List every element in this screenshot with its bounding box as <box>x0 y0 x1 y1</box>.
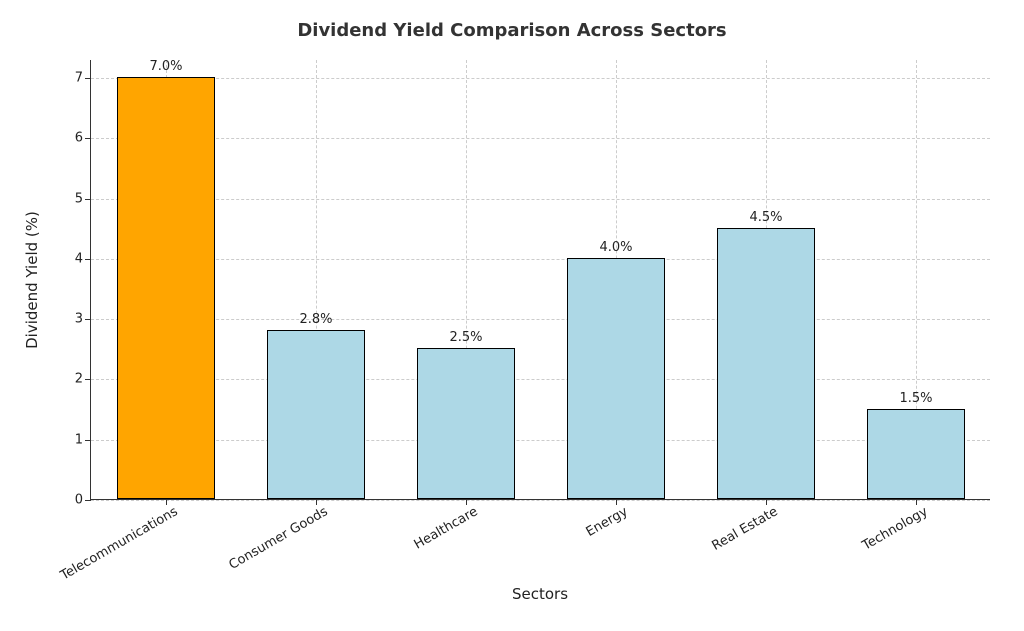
y-tick-label: 6 <box>75 131 91 146</box>
x-tick-label: Telecommunications <box>55 499 180 584</box>
y-tick-label: 3 <box>75 312 91 327</box>
bar-value-label: 4.0% <box>599 240 632 255</box>
y-tick-label: 2 <box>75 372 91 387</box>
x-tick-label: Consumer Goods <box>223 499 330 573</box>
bar-value-label: 2.5% <box>449 330 482 345</box>
bar-value-label: 4.5% <box>749 210 782 225</box>
x-tick-label: Energy <box>581 499 631 540</box>
bar-value-label: 7.0% <box>149 59 182 74</box>
x-tick-label: Real Estate <box>707 499 781 554</box>
y-axis-label: Dividend Yield (%) <box>23 211 41 349</box>
x-tick-label: Technology <box>857 499 931 554</box>
y-tick-label: 1 <box>75 432 91 447</box>
x-tick-label: Healthcare <box>409 499 481 553</box>
bar-value-label: 1.5% <box>899 391 932 406</box>
y-tick-label: 7 <box>75 71 91 86</box>
grid-line-horizontal <box>91 199 990 200</box>
grid-line-horizontal <box>91 500 990 501</box>
bar <box>867 409 965 499</box>
y-tick-label: 0 <box>75 493 91 508</box>
grid-line-horizontal <box>91 138 990 139</box>
grid-line-horizontal <box>91 259 990 260</box>
bar <box>567 258 665 499</box>
grid-line-horizontal <box>91 440 990 441</box>
bar <box>267 330 365 499</box>
grid-line-horizontal <box>91 379 990 380</box>
chart-title: Dividend Yield Comparison Across Sectors <box>0 20 1024 41</box>
grid-line-horizontal <box>91 319 990 320</box>
chart-container: Dividend Yield Comparison Across Sectors… <box>0 0 1024 631</box>
y-tick-label: 4 <box>75 251 91 266</box>
grid-line-horizontal <box>91 78 990 79</box>
plot-area: 012345677.0%Telecommunications2.8%Consum… <box>90 60 990 500</box>
bar <box>417 348 515 499</box>
bar <box>117 77 215 499</box>
x-axis-label: Sectors <box>512 585 568 603</box>
bar-value-label: 2.8% <box>299 312 332 327</box>
bar <box>717 228 815 499</box>
y-tick-label: 5 <box>75 191 91 206</box>
